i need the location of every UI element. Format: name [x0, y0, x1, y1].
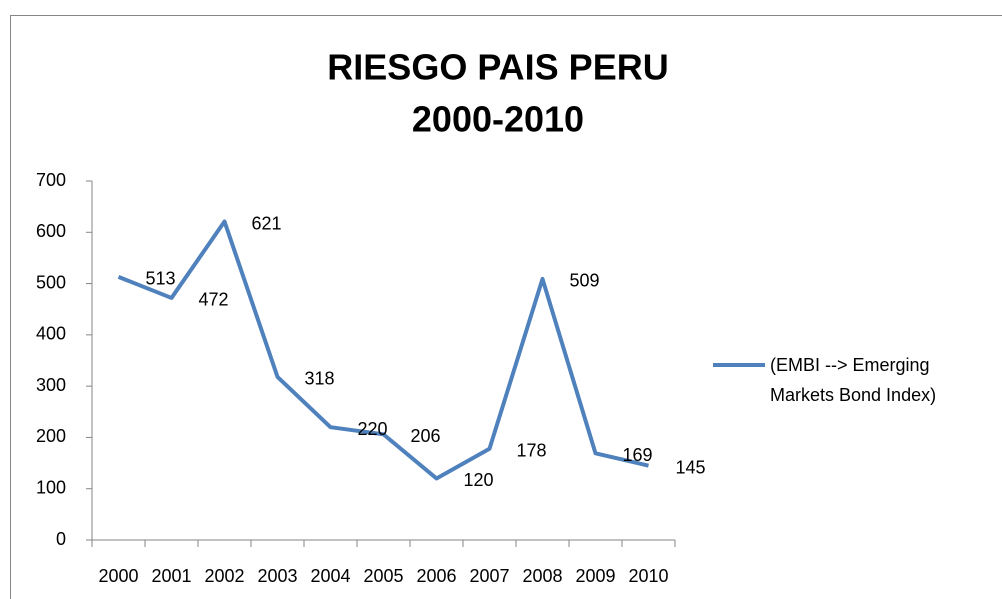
y-tick-label: 200: [36, 426, 66, 446]
chart-title: RIESGO PAIS PERU: [327, 47, 668, 88]
data-label: 169: [622, 445, 652, 465]
chart-frame: [10, 15, 1002, 599]
y-tick-label: 100: [36, 477, 66, 497]
data-line: [117, 219, 649, 481]
y-tick-label: 600: [36, 221, 66, 241]
x-tick-label: 2004: [310, 566, 350, 586]
x-tick-label: 2000: [98, 566, 138, 586]
x-tick-label: 2003: [257, 566, 297, 586]
y-tick-label: 300: [36, 375, 66, 395]
x-tick-label: 2006: [416, 566, 456, 586]
y-tick-label: 0: [56, 529, 66, 549]
data-label: 621: [251, 213, 281, 233]
data-label: 220: [357, 419, 387, 439]
y-tick-label: 700: [36, 170, 66, 190]
x-tick-label: 2001: [151, 566, 191, 586]
x-tick-label: 2010: [628, 566, 668, 586]
x-tick-label: 2007: [469, 566, 509, 586]
x-tick-label: 2009: [575, 566, 615, 586]
data-label: 145: [675, 457, 705, 477]
x-tick-label: 2005: [363, 566, 403, 586]
data-label: 472: [198, 290, 228, 310]
data-label: 120: [463, 470, 493, 490]
legend-label: (EMBI --> Emerging Markets Bond Index): [770, 355, 937, 405]
data-label: 318: [304, 369, 334, 389]
x-tick-label: 2002: [204, 566, 244, 586]
data-label: 513: [145, 269, 175, 289]
data-label: 509: [569, 271, 599, 291]
data-label: 178: [516, 440, 546, 460]
y-tick-label: 500: [36, 272, 66, 292]
y-tick-label: 400: [36, 324, 66, 344]
x-tick-label: 2008: [522, 566, 562, 586]
data-label: 206: [410, 426, 440, 446]
chart-title: 2000-2010: [412, 99, 584, 140]
